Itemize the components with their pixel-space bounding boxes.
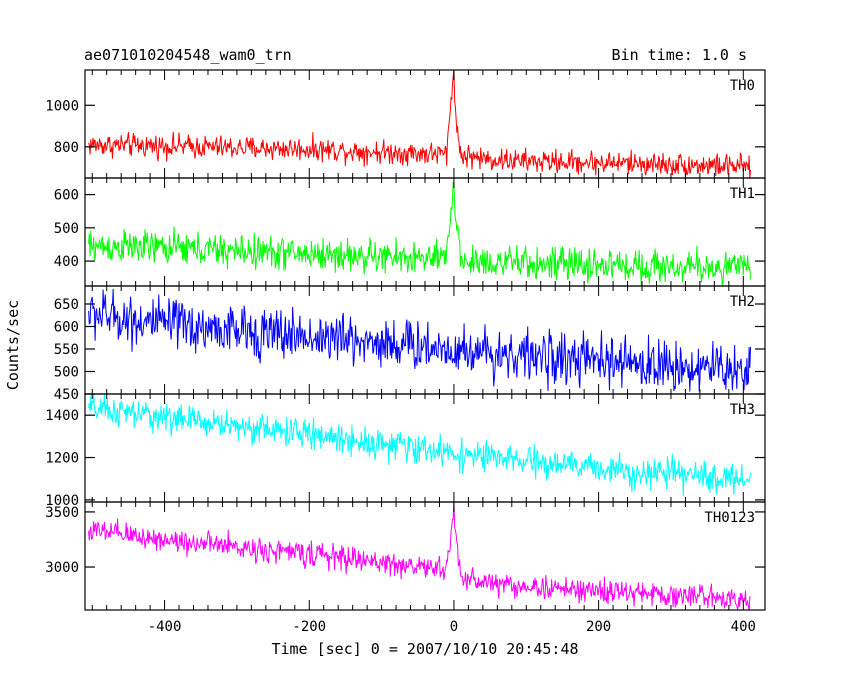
y-tick-label: 500 <box>54 365 79 381</box>
series-line-th1 <box>88 181 751 286</box>
y-axis-label: Counts/sec <box>4 300 22 390</box>
y-tick-label: 1200 <box>45 451 79 467</box>
chart-title: ae071010204548_wam0_trn <box>84 46 292 64</box>
y-tick-label: 650 <box>54 297 79 313</box>
y-tick-label: 450 <box>54 387 79 403</box>
panel-label-th3: TH3 <box>730 402 755 418</box>
x-axis-label: Time [sec] 0 = 2007/10/10 20:45:48 <box>271 640 578 658</box>
y-tick-label: 3500 <box>45 505 79 521</box>
x-tick-label: 400 <box>731 619 756 635</box>
x-tick-label: 0 <box>450 619 458 635</box>
y-tick-label: 600 <box>54 188 79 204</box>
panel-label-th0123: TH0123 <box>704 510 755 526</box>
data-layer <box>88 70 751 610</box>
panel-label-th1: TH1 <box>730 186 755 202</box>
x-tick-label: 200 <box>586 619 611 635</box>
y-tick-label: 550 <box>54 342 79 358</box>
y-tick-label: 3000 <box>45 560 79 576</box>
series-line-th3 <box>88 394 751 497</box>
frame-layer <box>84 69 766 611</box>
y-tick-label: 1000 <box>45 98 79 114</box>
y-tick-label: 500 <box>54 221 79 237</box>
y-tick-label: 400 <box>54 254 79 270</box>
panel-label-th0: TH0 <box>730 78 755 94</box>
y-tick-label: 800 <box>54 140 79 156</box>
x-tick-label: -200 <box>292 619 326 635</box>
label-layer: ae071010204548_wam0_trn Bin time: 1.0 s … <box>4 46 756 658</box>
series-line-th2 <box>88 288 751 392</box>
panel-label-th2: TH2 <box>730 294 755 310</box>
series-line-th0123 <box>88 502 751 610</box>
y-tick-label: 1400 <box>45 408 79 424</box>
y-tick-label: 600 <box>54 320 79 336</box>
y-tick-label: 1000 <box>45 493 79 509</box>
bin-time-label: Bin time: 1.0 s <box>612 46 747 64</box>
series-line-th0 <box>88 70 751 178</box>
x-tick-label: -400 <box>148 619 182 635</box>
